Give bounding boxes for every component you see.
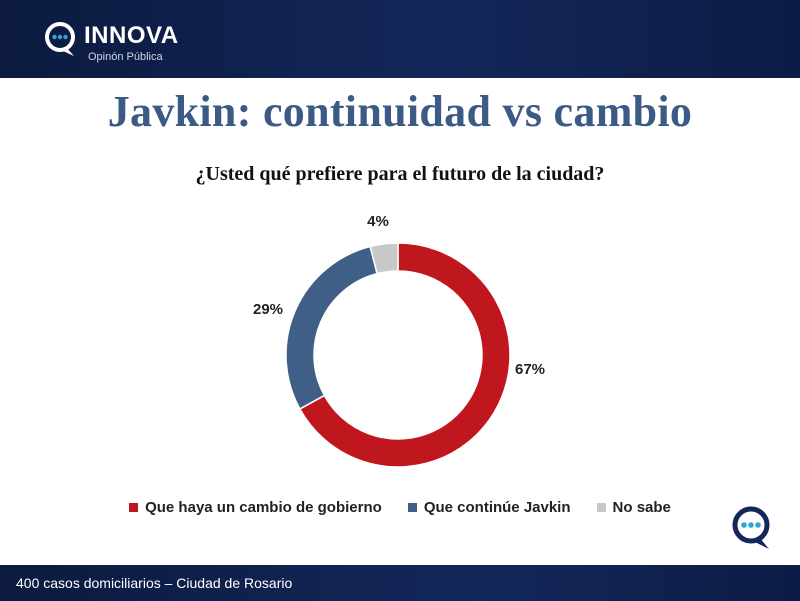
brand-name: INNOVA [84, 22, 179, 49]
donut-slice [298, 242, 511, 468]
speech-bubble-icon [45, 22, 75, 56]
legend-swatch [129, 503, 139, 512]
slide-title: Javkin: continuidad vs cambio [107, 87, 693, 136]
chart-legend: Que haya un cambio de gobierno Que conti… [0, 499, 800, 516]
brand-subtitle: Opinón Pública [88, 51, 163, 63]
legend-swatch [596, 503, 606, 512]
legend-label: Que haya un cambio de gobierno [145, 499, 382, 516]
legend-item: No sabe [596, 499, 671, 516]
donut-slice [285, 245, 379, 410]
data-label: 67% [515, 361, 545, 378]
speech-bubble-icon [732, 506, 770, 549]
legend-item: Que continúe Javkin [407, 499, 571, 516]
corner-logo [731, 505, 773, 551]
legend-label: No sabe [612, 499, 671, 516]
header-bar: INNOVA Opinón Pública [0, 0, 800, 78]
data-label: 4% [367, 213, 389, 230]
legend-swatch [407, 503, 417, 512]
data-label: 29% [253, 301, 283, 318]
footer-bar: 400 casos domiciliarios – Ciudad de Rosa… [0, 565, 800, 601]
donut-slice [369, 242, 399, 275]
legend-item: Que haya un cambio de gobierno [129, 499, 382, 516]
legend-label: Que continúe Javkin [423, 499, 571, 516]
chart-question: ¿Usted qué prefiere para el futuro de la… [195, 163, 605, 185]
footer-text: 400 casos domiciliarios – Ciudad de Rosa… [16, 575, 293, 591]
brand-logo: INNOVA Opinón Pública [44, 20, 204, 64]
